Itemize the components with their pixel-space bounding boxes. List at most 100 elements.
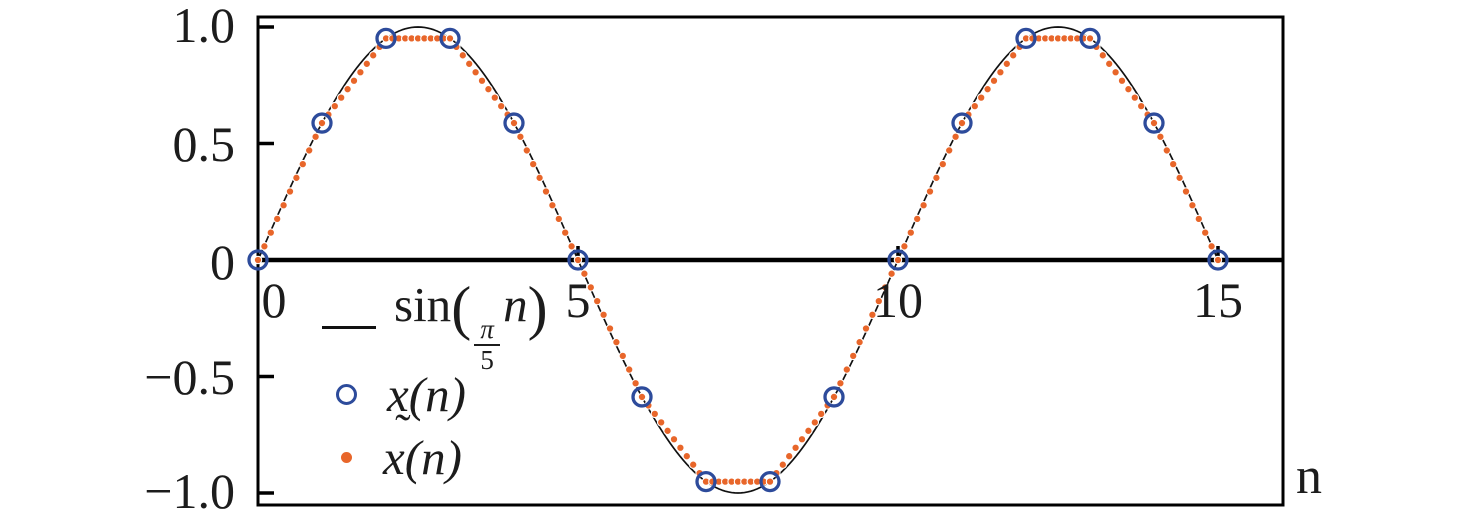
xtilde-dot (669, 435, 679, 444)
xtilde-dot (631, 379, 640, 388)
xtilde-dot (855, 337, 864, 347)
xtilde-dot (1213, 255, 1223, 265)
xtilde-dot (1104, 59, 1114, 69)
xtilde-dot (541, 187, 551, 196)
xtilde-dot (996, 68, 1005, 77)
xtilde-dot (464, 59, 474, 69)
xtilde-dot (304, 146, 314, 155)
xtilde-dot (784, 451, 794, 461)
xtilde-dot (272, 214, 282, 224)
xtilde-dot (260, 242, 269, 251)
xtilde-dot (362, 59, 372, 69)
xtilde-dot (548, 200, 557, 210)
xtilde-dot (1207, 242, 1216, 251)
x-sample-circle (439, 27, 461, 50)
xtilde-dot (836, 379, 845, 388)
xtilde-dot (816, 409, 826, 419)
x-sample-circle (1143, 112, 1165, 134)
xtilde-dot (1200, 228, 1210, 237)
xtilde-dot (887, 269, 896, 278)
xtilde-dot (509, 118, 519, 128)
xtilde-dot (554, 214, 564, 224)
xtilde-dot (279, 200, 288, 210)
legend-item-xtilde: x ˜ (n) (320, 409, 462, 485)
x-tick-label: 5 (565, 272, 591, 328)
xtilde-dot (1098, 51, 1108, 60)
xtilde-dot (285, 187, 295, 196)
xtilde-dot (368, 51, 378, 60)
legend-item-x-samples: x(n) (320, 366, 466, 422)
xtilde-dot (349, 76, 359, 85)
legend-item-sine: sin(π 5 n) (320, 278, 548, 374)
xtilde-dot (484, 84, 493, 94)
xtilde-dot (445, 34, 455, 43)
xtilde-dot (1136, 101, 1146, 111)
legend-args-xtilde: (n) (404, 429, 462, 485)
line-swatch (322, 325, 376, 329)
xtilde-dot (477, 76, 487, 85)
xtilde-dot (1175, 173, 1184, 183)
xtilde-dot (938, 159, 948, 169)
xtilde-dot (797, 435, 807, 444)
xtilde-dot (861, 324, 871, 333)
xtilde-dot (1008, 51, 1018, 60)
xtilde-dot (336, 93, 346, 102)
xtilde-dot (599, 310, 608, 320)
xtilde-dot (298, 159, 308, 169)
xtilde-dot (1188, 200, 1197, 210)
xtilde-dot (586, 283, 596, 292)
xtilde-dot (292, 173, 301, 183)
y-tick-label: 0.5 (172, 116, 236, 172)
xtilde-dot (765, 477, 775, 486)
xtilde-dot (560, 228, 570, 237)
xtilde-dot (1002, 59, 1012, 69)
xtilde-dot (458, 51, 468, 60)
xtilde-dot (1194, 214, 1204, 224)
open-circle-swatch (336, 383, 357, 405)
xtilde-dot (925, 187, 935, 196)
fraction-denominator: 5 (480, 345, 494, 376)
x-sample-circle (823, 386, 845, 408)
xtilde-dot (804, 426, 813, 436)
xtilde-dot (970, 101, 980, 111)
xtilde-dot (253, 255, 263, 265)
xtilde-dot (676, 443, 685, 452)
x-tick-label: 10 (873, 272, 923, 328)
x-sample-circle (1079, 27, 1101, 50)
xtilde-dot (330, 101, 340, 111)
xtilde-dot (791, 443, 800, 452)
xtilde-dot (650, 409, 660, 419)
x-sample-circle (759, 470, 781, 493)
xtilde-dot (592, 296, 602, 306)
xtilde-dot (612, 337, 621, 347)
x-sample-circle (375, 27, 397, 50)
y-tick-label: −1.0 (144, 463, 235, 519)
xtilde-dot (1156, 132, 1165, 141)
x-tilde-symbol: x ˜ (383, 409, 411, 482)
sine-curve (257, 26, 1219, 494)
xtilde-dot (1162, 146, 1172, 155)
x-sample-circle (567, 249, 589, 271)
xtilde-dot (957, 118, 967, 128)
xtilde-dot (810, 418, 820, 427)
xtilde-dot (1085, 34, 1095, 43)
xtilde-dot (906, 228, 916, 237)
xtilde-dot (656, 418, 666, 427)
x-axis-title: n (1296, 448, 1322, 505)
legend-open-paren: ( (451, 274, 472, 341)
xtilde-dot (1181, 187, 1191, 196)
xtilde-dot (343, 84, 352, 94)
x-sample-circle (1207, 249, 1229, 271)
xtilde-dot (778, 460, 788, 469)
xtilde-dot (580, 269, 589, 278)
xtilde-dot (1130, 93, 1140, 102)
x-sample-circle (695, 470, 717, 493)
xtilde-dot (842, 365, 852, 374)
xtilde-dot (944, 146, 954, 155)
xtilde-dot (1149, 118, 1159, 128)
xtilde-dot (893, 255, 903, 265)
y-tick-label: 0 (210, 234, 235, 290)
